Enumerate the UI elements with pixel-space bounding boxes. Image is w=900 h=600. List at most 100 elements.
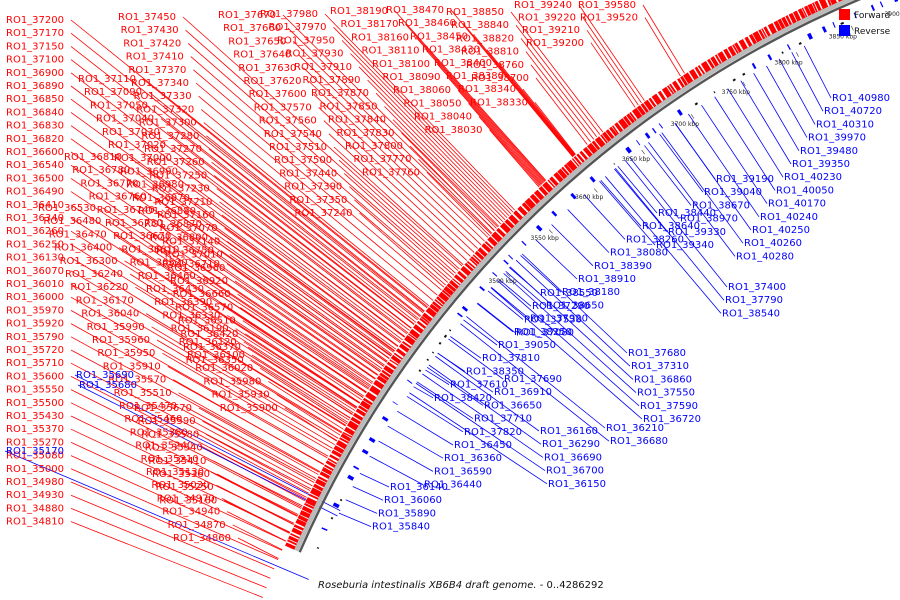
- reverse-feature: [589, 176, 596, 183]
- forward-gene-label: RO1_36770: [80, 178, 138, 189]
- forward-feature: [657, 90, 666, 101]
- reverse-connector: [605, 176, 722, 314]
- forward-gene-label: RO1_36330: [162, 310, 220, 321]
- forward-feature: [472, 254, 482, 263]
- reverse-gene-label: RO1_38550: [540, 288, 598, 299]
- forward-feature: [352, 412, 364, 421]
- forward-gene-label: RO1_37020: [108, 140, 166, 151]
- forward-connector: [70, 191, 369, 390]
- reverse-feature: [361, 448, 369, 455]
- reverse-feature: [418, 369, 422, 372]
- forward-gene-label: RO1_37320: [136, 104, 194, 115]
- forward-connector: [226, 263, 381, 372]
- tick-mark: [506, 273, 511, 278]
- reverse-gene-label: RO1_38420: [434, 393, 492, 404]
- reverse-gene-label: RO1_37310: [631, 361, 689, 372]
- forward-feature: [285, 542, 296, 550]
- reverse-connector: [435, 355, 540, 432]
- reverse-gene-label: RO1_38910: [578, 274, 636, 285]
- reverse-gene-label: RO1_38180: [562, 287, 620, 298]
- forward-feature: [295, 518, 307, 527]
- legend-reverse-swatch: [839, 25, 850, 36]
- reverse-connector: [345, 499, 378, 514]
- forward-feature: [605, 129, 615, 139]
- reverse-connector: [77, 384, 338, 517]
- forward-feature: [579, 150, 589, 161]
- forward-gene-label: RO1_36120: [179, 337, 237, 348]
- forward-feature: [477, 247, 488, 258]
- forward-feature: [586, 142, 598, 154]
- forward-gene-label: RO1_36880: [138, 206, 196, 217]
- forward-connector: [195, 82, 442, 291]
- reverse-connector: [416, 381, 474, 419]
- forward-gene-label: RO1_37110: [78, 74, 136, 85]
- forward-connector: [486, 49, 575, 157]
- forward-feature: [797, 8, 806, 19]
- reverse-connector: [701, 104, 768, 204]
- forward-connector: [118, 247, 360, 404]
- forward-gene-label: RO1_36810: [64, 152, 122, 163]
- forward-gene-label: RO1_37330: [134, 91, 192, 102]
- forward-gene-label: RO1_36220: [70, 282, 128, 293]
- forward-feature: [538, 186, 549, 196]
- forward-connector: [219, 201, 403, 341]
- reverse-gene-label: RO1_38650: [546, 300, 604, 311]
- reverse-feature: [751, 62, 757, 70]
- forward-connector: [194, 432, 309, 494]
- forward-feature: [566, 159, 578, 172]
- forward-connector: [211, 161, 417, 323]
- forward-feature: [781, 16, 790, 28]
- forward-connector: [229, 254, 385, 366]
- forward-gene-label: RO1_38820: [456, 33, 514, 44]
- forward-connector: [384, 106, 502, 225]
- backbone: [298, 0, 862, 553]
- reverse-connector: [727, 88, 784, 178]
- reverse-gene-label: RO1_39970: [808, 133, 866, 144]
- reverse-feature: [443, 334, 448, 339]
- forward-gene-label: RO1_35720: [6, 345, 64, 356]
- forward-connector: [323, 120, 471, 257]
- reverse-connector: [425, 369, 450, 385]
- forward-connector: [318, 107, 475, 253]
- forward-connector: [205, 458, 302, 509]
- forward-gene-label: RO1_35500: [6, 398, 64, 409]
- forward-connector: [172, 144, 412, 329]
- forward-gene-label: RO1_36000: [6, 292, 64, 303]
- forward-connector: [70, 389, 303, 507]
- genome-ring: 3500 kbp 3550 kbp 3600 kbp 3650 kbp 3700 kbp…: [285, 0, 900, 553]
- reverse-gene-label: RO1_36910: [494, 387, 552, 398]
- forward-connector: [70, 283, 338, 441]
- reverse-gene-label: RO1_39480: [800, 146, 858, 157]
- reverse-gene-label: RO1_36060: [384, 495, 442, 506]
- forward-gene-label: RO1_35710: [6, 358, 64, 369]
- forward-gene-label: RO1_35240: [135, 441, 193, 452]
- forward-gene-label: RO1_38190: [330, 6, 388, 17]
- forward-gene-label: RO1_36850: [6, 94, 64, 105]
- forward-feature: [383, 365, 395, 375]
- forward-gene-label: RO1_37430: [121, 25, 179, 36]
- forward-connector: [70, 349, 316, 481]
- forward-gene-label: RO1_35580: [141, 429, 199, 440]
- reverse-feature: [570, 192, 577, 200]
- forward-gene-label: RO1_35030: [151, 480, 209, 491]
- forward-gene-label: RO1_35210: [141, 454, 199, 465]
- reverse-connector: [428, 364, 542, 445]
- forward-gene-label: RO1_36260: [6, 226, 64, 237]
- forward-connector: [409, 145, 495, 232]
- reverse-gene-label: RO1_37590: [640, 401, 698, 412]
- forward-connector: [350, 53, 510, 217]
- forward-gene-label: RO1_36830: [6, 121, 64, 132]
- forward-connector: [227, 315, 361, 403]
- forward-feature: [671, 80, 681, 92]
- forward-feature: [547, 179, 556, 188]
- forward-gene-label: RO1_38430: [422, 45, 480, 56]
- forward-gene-label: RO1_35670: [134, 403, 192, 414]
- forward-feature: [470, 256, 480, 265]
- forward-connector: [224, 227, 394, 353]
- forward-connector: [70, 217, 360, 404]
- reverse-gene-label: RO1_37810: [482, 353, 540, 364]
- forward-feature: [553, 172, 564, 183]
- forward-gene-label: RO1_36400: [54, 243, 112, 254]
- forward-feature: [381, 369, 391, 378]
- reverse-connector: [498, 278, 532, 307]
